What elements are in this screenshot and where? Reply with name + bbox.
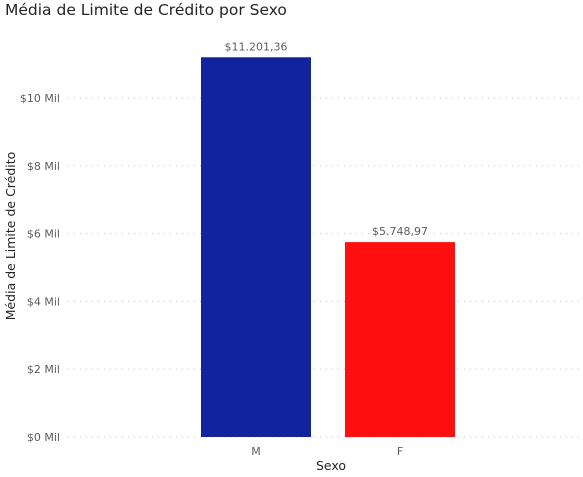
y-tick-label: $6 Mil (27, 228, 60, 241)
chart-title: Média de Limite de Crédito por Sexo (5, 1, 287, 19)
y-tick-label: $2 Mil (27, 363, 60, 376)
y-tick-label: $4 Mil (27, 295, 60, 308)
x-axis-title: Sexo (316, 458, 346, 473)
data-label: $11.201,36 (225, 40, 288, 53)
gridlines (68, 97, 580, 438)
y-tick-label: $0 Mil (27, 431, 60, 444)
bar-m[interactable] (201, 57, 311, 437)
y-tick-label: $10 Mil (20, 92, 60, 105)
data-labels: $11.201,36 $5.748,97 (225, 40, 428, 238)
x-tick-label: M (251, 445, 261, 458)
data-label: $5.748,97 (372, 225, 428, 238)
y-axis-ticks: $0 Mil $2 Mil $4 Mil $6 Mil $8 Mil $10 Mil (20, 92, 60, 444)
y-tick-label: $8 Mil (27, 160, 60, 173)
y-axis-title: Média de Limite de Crédito (3, 152, 18, 321)
bars (201, 57, 455, 437)
x-tick-label: F (397, 445, 403, 458)
bar-f[interactable] (345, 242, 455, 437)
